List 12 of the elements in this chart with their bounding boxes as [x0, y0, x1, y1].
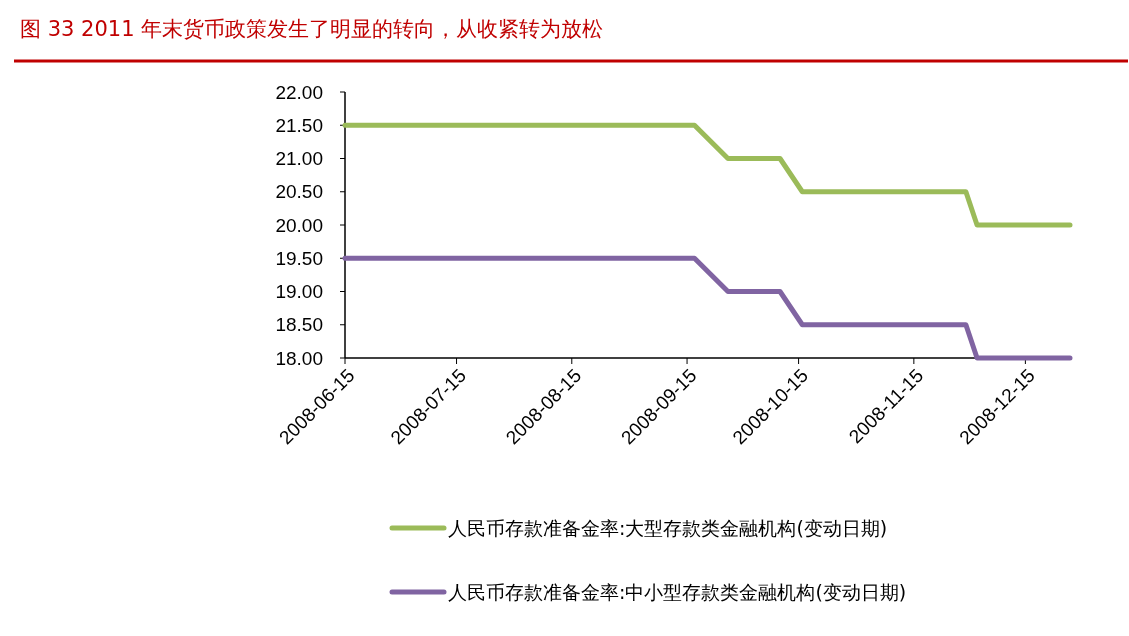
y-tick-label: 20.50 — [275, 181, 323, 203]
y-tick-label: 20.00 — [275, 214, 323, 236]
y-tick-label: 18.00 — [275, 347, 323, 369]
chart-title: 图 33 2011 年末货币政策发生了明显的转向，从收紧转为放松 — [20, 17, 604, 41]
legend-label: 人民币存款准备金率:中小型存款类金融机构(变动日期) — [448, 580, 907, 603]
y-tick-label: 21.50 — [275, 114, 323, 136]
y-tick-label: 21.00 — [275, 148, 323, 170]
y-tick-label: 19.00 — [275, 281, 323, 303]
y-tick-label: 19.50 — [275, 247, 323, 269]
legend-label: 人民币存款准备金率:大型存款类金融机构(变动日期) — [448, 516, 888, 539]
y-tick-label: 22.00 — [275, 81, 323, 103]
y-tick-label: 18.50 — [275, 314, 323, 336]
